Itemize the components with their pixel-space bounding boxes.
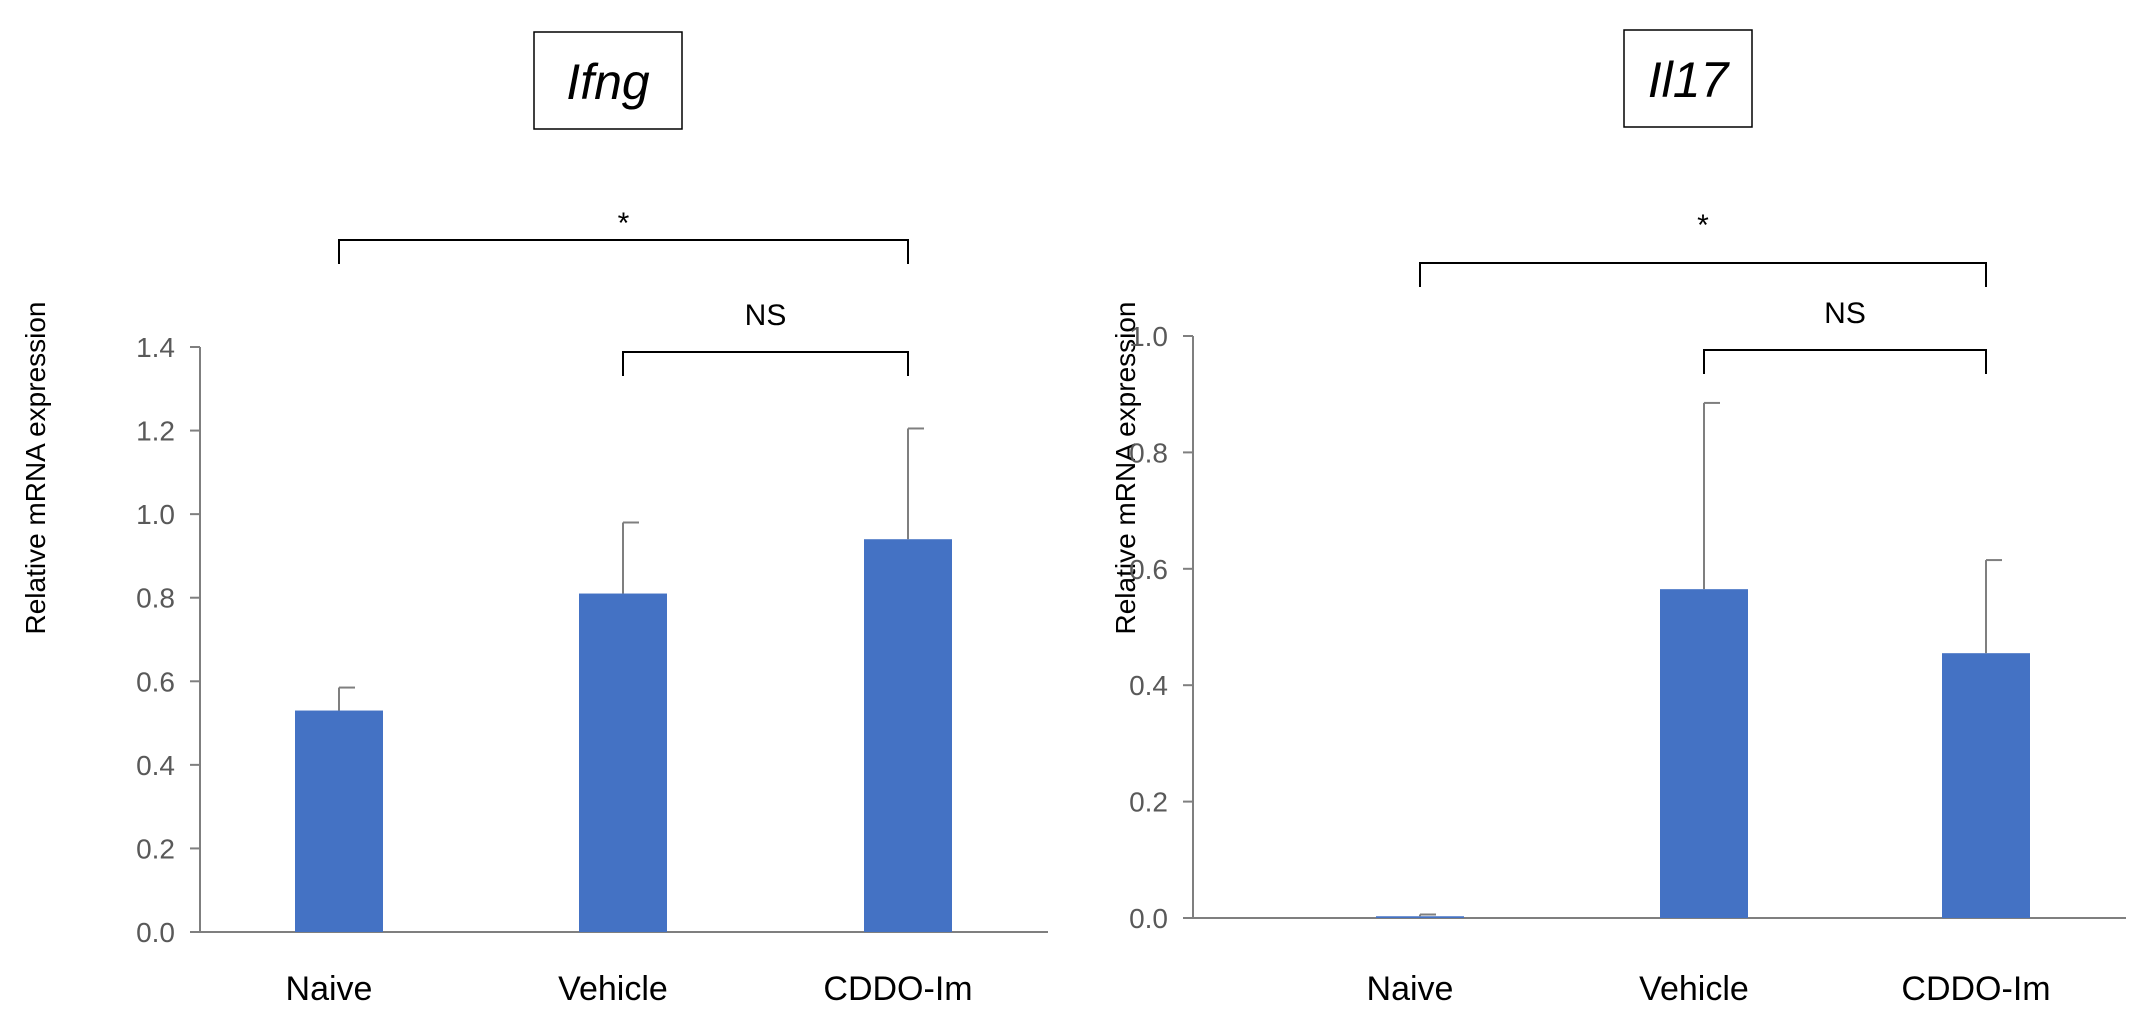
ifng-y-tick-label: 1.4 [136,332,175,363]
ifng-category-label: CDDO-Im [823,970,972,1008]
ifng-significance-label: * [618,207,630,240]
il17-chart-title: Il17 [1648,52,1731,108]
il17-significance-bracket [1419,262,1987,287]
ifng-y-axis-label: Relative mRNA expression [20,301,51,634]
il17-significance-bracket [1703,349,1987,374]
il17-y-tick-label: 0.2 [1129,787,1168,818]
ifng-title-box [533,31,683,130]
ifng-y-tick-label: 1.2 [136,416,175,447]
il17-y-tick-label: 0.8 [1129,437,1168,468]
il17-chart: Il17 Relative mRNA expression 0.0 0.2 0.4 0… [1110,29,2126,1008]
il17-bar-naive [1376,916,1464,918]
ifng-y-tick-label: 0.6 [136,666,175,697]
il17-y-tick-label: 1.0 [1129,321,1168,352]
ifng-y-tick-label: 0.2 [136,833,175,864]
ifng-y-tick-label: 0.4 [136,750,175,781]
ifng-bar-cddo-im [864,539,952,932]
il17-bar-cddo-im [1942,653,2030,918]
il17-y-tick-label: 0.0 [1129,903,1168,934]
ifng-y-tick-label: 0.0 [136,917,175,948]
ifng-y-tick-label: 1.0 [136,499,175,530]
il17-category-label: CDDO-Im [1901,970,2050,1008]
il17-y-tick-label: 0.4 [1129,670,1168,701]
ifng-y-tick-label: 0.8 [136,583,175,614]
il17-category-label: Naive [1367,970,1454,1008]
il17-significance-label: * [1697,209,1709,242]
ifng-significance-bracket [622,351,909,376]
il17-category-label: Vehicle [1639,970,1749,1008]
il17-bar-vehicle [1660,589,1748,918]
il17-significance-label: NS [1824,297,1866,330]
ifng-bar-naive [295,710,383,932]
ifng-chart: Ifng Relative mRNA expression 0.0 0.2 0.4 0… [20,31,1048,1008]
ifng-significance-bracket [338,239,909,264]
ifng-category-label: Vehicle [558,970,668,1008]
ifng-chart-title: Ifng [566,54,650,110]
ifng-bar-vehicle [579,593,667,932]
il17-title-box [1623,29,1753,128]
il17-y-tick-label: 0.6 [1129,554,1168,585]
ifng-significance-label: NS [745,299,787,332]
ifng-category-label: Naive [286,970,373,1008]
il17-y-axis-label: Relative mRNA expression [1110,301,1141,634]
